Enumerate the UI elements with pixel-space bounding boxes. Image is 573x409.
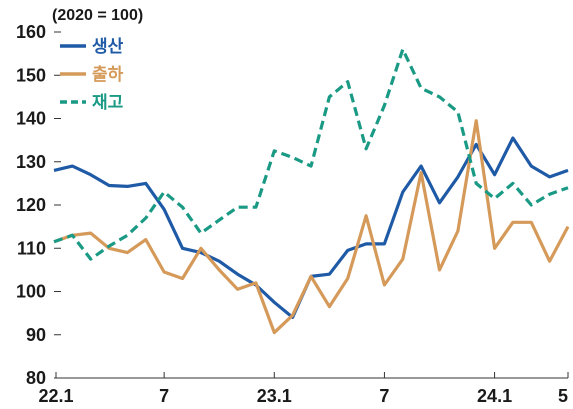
- x-tick-label: 22.1: [38, 386, 73, 406]
- x-tick-label: 7: [159, 386, 169, 406]
- y-unit-label: (2020 = 100): [52, 7, 143, 24]
- series-lines: [53, 47, 570, 335]
- y-tick-label: 140: [16, 109, 46, 129]
- y-tick-label: 150: [16, 65, 46, 85]
- y-tick-label: 130: [16, 152, 46, 172]
- x-axis-ticks: 22.1 7 23.1 7 24.1 5: [38, 372, 569, 406]
- x-tick-label: 23.1: [257, 386, 292, 406]
- y-tick-label: 110: [17, 238, 46, 258]
- y-gridlines: [54, 31, 568, 379]
- legend-label: 출하: [92, 65, 124, 85]
- y-tick-label: 90: [26, 325, 46, 345]
- legend-label: 생산: [92, 37, 124, 57]
- series-line-2: [53, 119, 570, 335]
- legend-label: 재고: [92, 93, 124, 113]
- x-tick-label: 5: [558, 386, 568, 406]
- y-tick-label: 80: [26, 368, 46, 388]
- series-line-3: [53, 47, 569, 261]
- y-tick-label: 120: [16, 195, 46, 215]
- y-tick-label: 100: [16, 282, 46, 302]
- y-axis-ticks: 160 150 140 130 120 110 100 90 80: [16, 22, 46, 388]
- x-tick-label: 24.1: [477, 386, 512, 406]
- y-tick-label: 160: [16, 22, 46, 42]
- x-tick-label: 7: [379, 386, 389, 406]
